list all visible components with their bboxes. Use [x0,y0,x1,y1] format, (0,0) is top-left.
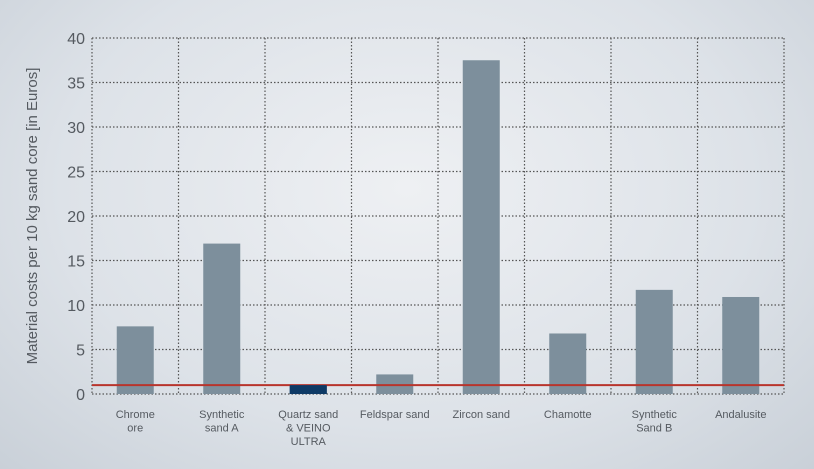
y-tick-label: 10 [67,298,85,315]
y-axis-label: Material costs per 10 kg sand core [in E… [24,68,41,365]
bar-6 [635,289,673,394]
bar-5 [549,333,587,394]
bar-7 [722,296,760,394]
y-tick-label: 0 [76,387,85,404]
x-tick-label: ore [127,423,143,435]
x-tick-label: Andalusite [715,409,766,421]
x-tick-label: Sand B [636,423,672,435]
highlight-bar [289,385,327,394]
bar-0 [116,326,154,394]
y-tick-label: 35 [67,76,85,93]
y-tick-label: 30 [67,120,85,137]
x-tick-label: Feldspar sand [360,409,430,421]
bar-4 [462,60,500,394]
y-tick-label: 5 [76,343,85,360]
y-tick-label: 40 [67,31,85,48]
x-tick-label: & VEINO [286,423,331,435]
x-tick-label: Chrome [116,409,155,421]
x-tick-label: Quartz sand [278,409,338,421]
x-tick-label: Synthetic [632,409,678,421]
y-tick-label: 15 [67,254,85,271]
y-tick-label: 25 [67,165,85,182]
x-tick-label: ULTRA [291,436,327,448]
x-tick-label: Synthetic [199,409,245,421]
x-tick-label: sand A [205,423,239,435]
bar-1 [203,243,241,394]
x-tick-label: Chamotte [544,409,592,421]
y-tick-label: 20 [67,209,85,226]
x-tick-label: Zircon sand [453,409,510,421]
